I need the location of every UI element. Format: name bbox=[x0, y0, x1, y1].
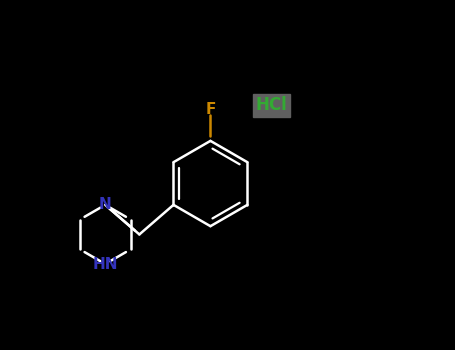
Text: HCl: HCl bbox=[256, 96, 288, 114]
Text: F: F bbox=[205, 102, 216, 117]
Text: HN: HN bbox=[92, 257, 118, 272]
Text: N: N bbox=[99, 197, 111, 212]
